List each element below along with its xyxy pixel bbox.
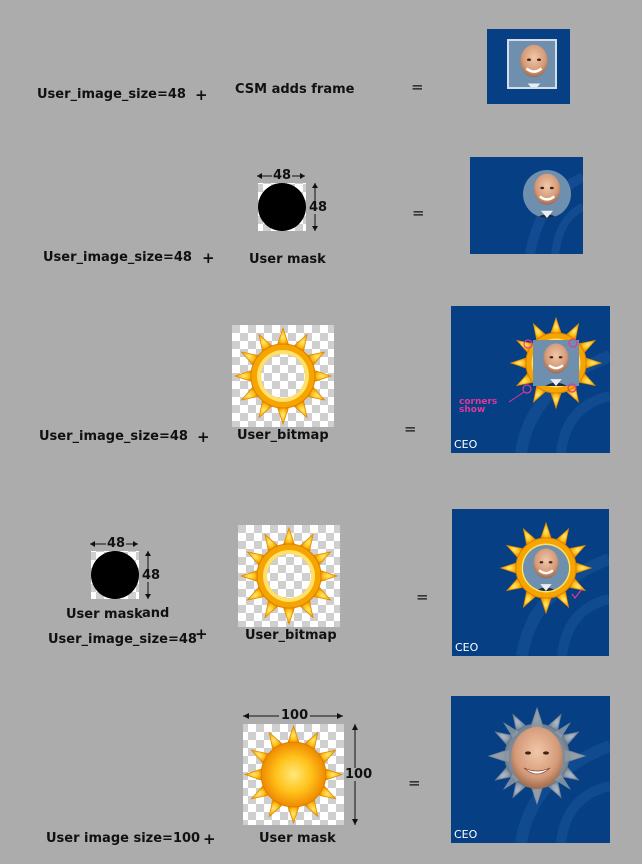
row4-bitmap-figure bbox=[238, 525, 340, 627]
row5-dim-width: 100 bbox=[279, 708, 311, 723]
circle-masked-photo bbox=[523, 170, 571, 218]
row3-result-tile: corners show CEO bbox=[451, 306, 610, 453]
user-photo-icon bbox=[523, 545, 569, 591]
row4-and-label: and bbox=[142, 606, 170, 621]
row2-dim-width: 48 bbox=[272, 168, 293, 183]
row4-ceo-caption: CEO bbox=[455, 641, 479, 654]
row3-equals: = bbox=[404, 420, 417, 438]
row5-left-label: User image size=100 bbox=[46, 831, 201, 846]
row4-dim-width: 48 bbox=[106, 536, 127, 551]
row3-middle-label: User_bitmap bbox=[237, 428, 329, 443]
framed-photo bbox=[507, 39, 557, 89]
row4-dim-height: 48 bbox=[142, 568, 161, 583]
row4-middle-label: User_bitmap bbox=[245, 628, 337, 643]
row3-ceo-caption: CEO bbox=[454, 438, 478, 451]
black-circle-mask bbox=[91, 551, 139, 599]
row1-left-label: User_image_size=48 bbox=[37, 87, 186, 102]
row4-mask-label: User mask bbox=[66, 607, 143, 622]
row1-plus: + bbox=[195, 86, 208, 104]
row1-middle-label: CSM adds frame bbox=[235, 82, 355, 97]
row4-equals: = bbox=[416, 588, 429, 606]
row5-middle-label: User mask bbox=[259, 831, 336, 846]
row1-result-tile bbox=[487, 29, 570, 104]
width-arrow-heads bbox=[257, 173, 305, 179]
row3-plus: + bbox=[197, 428, 210, 446]
row5-plus: + bbox=[203, 830, 216, 848]
row4-result-tile: CEO bbox=[452, 509, 609, 656]
row5-ceo-caption: CEO bbox=[454, 828, 478, 841]
corner-highlight-circles bbox=[508, 338, 578, 403]
row4-left-label: User_image_size=48 bbox=[48, 632, 197, 647]
row5-result-tile: CEO bbox=[451, 696, 610, 843]
row2-equals: = bbox=[412, 204, 425, 222]
row5-dim-height: 100 bbox=[345, 767, 373, 782]
big-face bbox=[511, 727, 563, 789]
row1-equals: = bbox=[411, 78, 424, 96]
row2-middle-label: User mask bbox=[249, 252, 326, 267]
width-arrow-heads bbox=[90, 541, 138, 547]
circle-photo-in-sun bbox=[523, 545, 569, 591]
transparent-center bbox=[261, 354, 305, 398]
black-circle-mask bbox=[258, 183, 306, 231]
user-photo-icon bbox=[509, 41, 557, 89]
row4-plus: + bbox=[195, 625, 208, 643]
row5-equals: = bbox=[408, 774, 421, 792]
row3-bitmap-figure bbox=[232, 325, 334, 427]
row2-result-tile bbox=[470, 157, 583, 254]
row5-mask-figure bbox=[243, 713, 358, 825]
row2-mask-figure bbox=[257, 173, 318, 231]
row2-left-label: User_image_size=48 bbox=[43, 250, 192, 265]
corners-show-annotation: corners show bbox=[459, 397, 498, 415]
transparent-center bbox=[267, 554, 311, 598]
user-photo-icon bbox=[523, 170, 571, 218]
row4-mask-figure bbox=[90, 541, 151, 599]
height-arrow-heads bbox=[145, 551, 151, 599]
row3-left-label: User_image_size=48 bbox=[39, 429, 188, 444]
row2-dim-height: 48 bbox=[309, 200, 328, 215]
sun-masked-photo bbox=[488, 707, 586, 805]
height-arrow-heads bbox=[312, 183, 318, 231]
checkmark-icon bbox=[571, 588, 583, 599]
row2-plus: + bbox=[202, 249, 215, 267]
